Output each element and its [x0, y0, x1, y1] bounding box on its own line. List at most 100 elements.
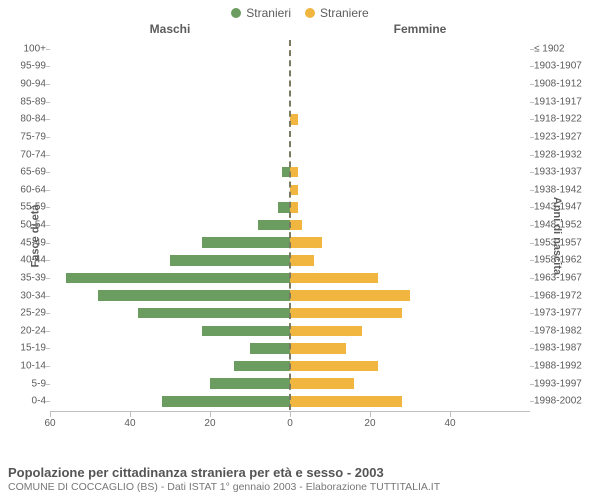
x-tick-label: 40 — [444, 418, 455, 429]
bar-male — [202, 326, 290, 337]
age-label: 70-74 — [20, 149, 46, 160]
legend-label-female: Straniere — [320, 6, 369, 20]
bar-male — [98, 290, 290, 301]
bar-male — [170, 255, 290, 266]
chart-row: 50-541948-1952 — [50, 216, 530, 234]
chart-row: 20-241978-1982 — [50, 322, 530, 340]
chart-row: 0-41998-2002 — [50, 393, 530, 411]
bar-female — [290, 361, 378, 372]
age-label: 90-94 — [20, 79, 46, 90]
age-label: 25-29 — [20, 308, 46, 319]
x-tick — [450, 412, 451, 417]
bar-female — [290, 237, 322, 248]
bar-female — [290, 378, 354, 389]
age-label: 5-9 — [32, 378, 46, 389]
rows-container: 100+≤ 190295-991903-190790-941908-191285… — [50, 40, 530, 410]
x-tick-label: 60 — [44, 418, 55, 429]
bar-female — [290, 396, 402, 407]
plot-area: 100+≤ 190295-991903-190790-941908-191285… — [50, 40, 530, 410]
chart-row: 55-591943-1947 — [50, 199, 530, 217]
chart-row: 35-391963-1967 — [50, 269, 530, 287]
panel-title-male: Maschi — [0, 22, 300, 36]
birth-label: ≤ 1902 — [534, 43, 565, 54]
chart-row: 85-891913-1917 — [50, 93, 530, 111]
x-axis: 60402002040 — [50, 411, 530, 412]
bar-female — [290, 167, 298, 178]
caption-title: Popolazione per cittadinanza straniera p… — [8, 465, 592, 481]
bar-female — [290, 185, 298, 196]
panel-titles: Maschi Femmine — [0, 22, 600, 36]
chart-row: 30-341968-1972 — [50, 287, 530, 305]
birth-label: 1903-1907 — [534, 61, 582, 72]
legend-item-female: Straniere — [305, 6, 369, 20]
bar-male — [234, 361, 290, 372]
bar-female — [290, 202, 298, 213]
birth-label: 1918-1922 — [534, 114, 582, 125]
birth-label: 1928-1932 — [534, 149, 582, 160]
chart-row: 10-141988-1992 — [50, 357, 530, 375]
birth-label: 1993-1997 — [534, 378, 582, 389]
bar-male — [250, 343, 290, 354]
bar-female — [290, 255, 314, 266]
x-tick-label: 20 — [364, 418, 375, 429]
chart-area: Fasce di età Anni di nascita 100+≤ 19029… — [0, 36, 600, 436]
age-label: 80-84 — [20, 114, 46, 125]
age-label: 45-49 — [20, 237, 46, 248]
legend: Stranieri Straniere — [0, 0, 600, 20]
birth-label: 1978-1982 — [534, 325, 582, 336]
x-tick-label: 20 — [204, 418, 215, 429]
x-tick — [130, 412, 131, 417]
panel-title-female: Femmine — [300, 22, 600, 36]
bar-female — [290, 290, 410, 301]
x-tick — [370, 412, 371, 417]
birth-label: 1923-1927 — [534, 131, 582, 142]
bar-male — [258, 220, 290, 231]
x-tick — [290, 412, 291, 417]
age-label: 55-59 — [20, 202, 46, 213]
chart-row: 80-841918-1922 — [50, 111, 530, 129]
birth-label: 1998-2002 — [534, 396, 582, 407]
bar-female — [290, 308, 402, 319]
age-label: 95-99 — [20, 61, 46, 72]
age-label: 65-69 — [20, 167, 46, 178]
age-label: 85-89 — [20, 96, 46, 107]
birth-label: 1983-1987 — [534, 343, 582, 354]
age-label: 40-44 — [20, 255, 46, 266]
age-label: 35-39 — [20, 272, 46, 283]
birth-label: 1938-1942 — [534, 184, 582, 195]
birth-label: 1953-1957 — [534, 237, 582, 248]
chart-row: 45-491953-1957 — [50, 234, 530, 252]
age-label: 75-79 — [20, 131, 46, 142]
legend-swatch-male — [231, 8, 241, 18]
birth-label: 1973-1977 — [534, 308, 582, 319]
bar-male — [210, 378, 290, 389]
birth-label: 1968-1972 — [534, 290, 582, 301]
birth-label: 1948-1952 — [534, 220, 582, 231]
bar-female — [290, 326, 362, 337]
bar-male — [202, 237, 290, 248]
legend-label-male: Stranieri — [246, 6, 291, 20]
age-label: 50-54 — [20, 220, 46, 231]
age-label: 0-4 — [32, 396, 46, 407]
chart-row: 5-91993-1997 — [50, 375, 530, 393]
chart-row: 70-741928-1932 — [50, 146, 530, 164]
bar-female — [290, 114, 298, 125]
x-tick — [210, 412, 211, 417]
caption-subtitle: COMUNE DI COCCAGLIO (BS) - Dati ISTAT 1°… — [8, 481, 592, 494]
chart-row: 15-191983-1987 — [50, 340, 530, 358]
x-tick-label: 0 — [287, 418, 293, 429]
birth-label: 1988-1992 — [534, 361, 582, 372]
chart-row: 65-691933-1937 — [50, 163, 530, 181]
chart-row: 25-291973-1977 — [50, 304, 530, 322]
age-label: 15-19 — [20, 343, 46, 354]
bar-male — [162, 396, 290, 407]
birth-label: 1963-1967 — [534, 272, 582, 283]
x-tick-label: 40 — [124, 418, 135, 429]
bar-female — [290, 220, 302, 231]
chart-row: 60-641938-1942 — [50, 181, 530, 199]
birth-label: 1943-1947 — [534, 202, 582, 213]
birth-label: 1958-1962 — [534, 255, 582, 266]
bar-male — [278, 202, 290, 213]
birth-label: 1908-1912 — [534, 79, 582, 90]
bar-female — [290, 273, 378, 284]
